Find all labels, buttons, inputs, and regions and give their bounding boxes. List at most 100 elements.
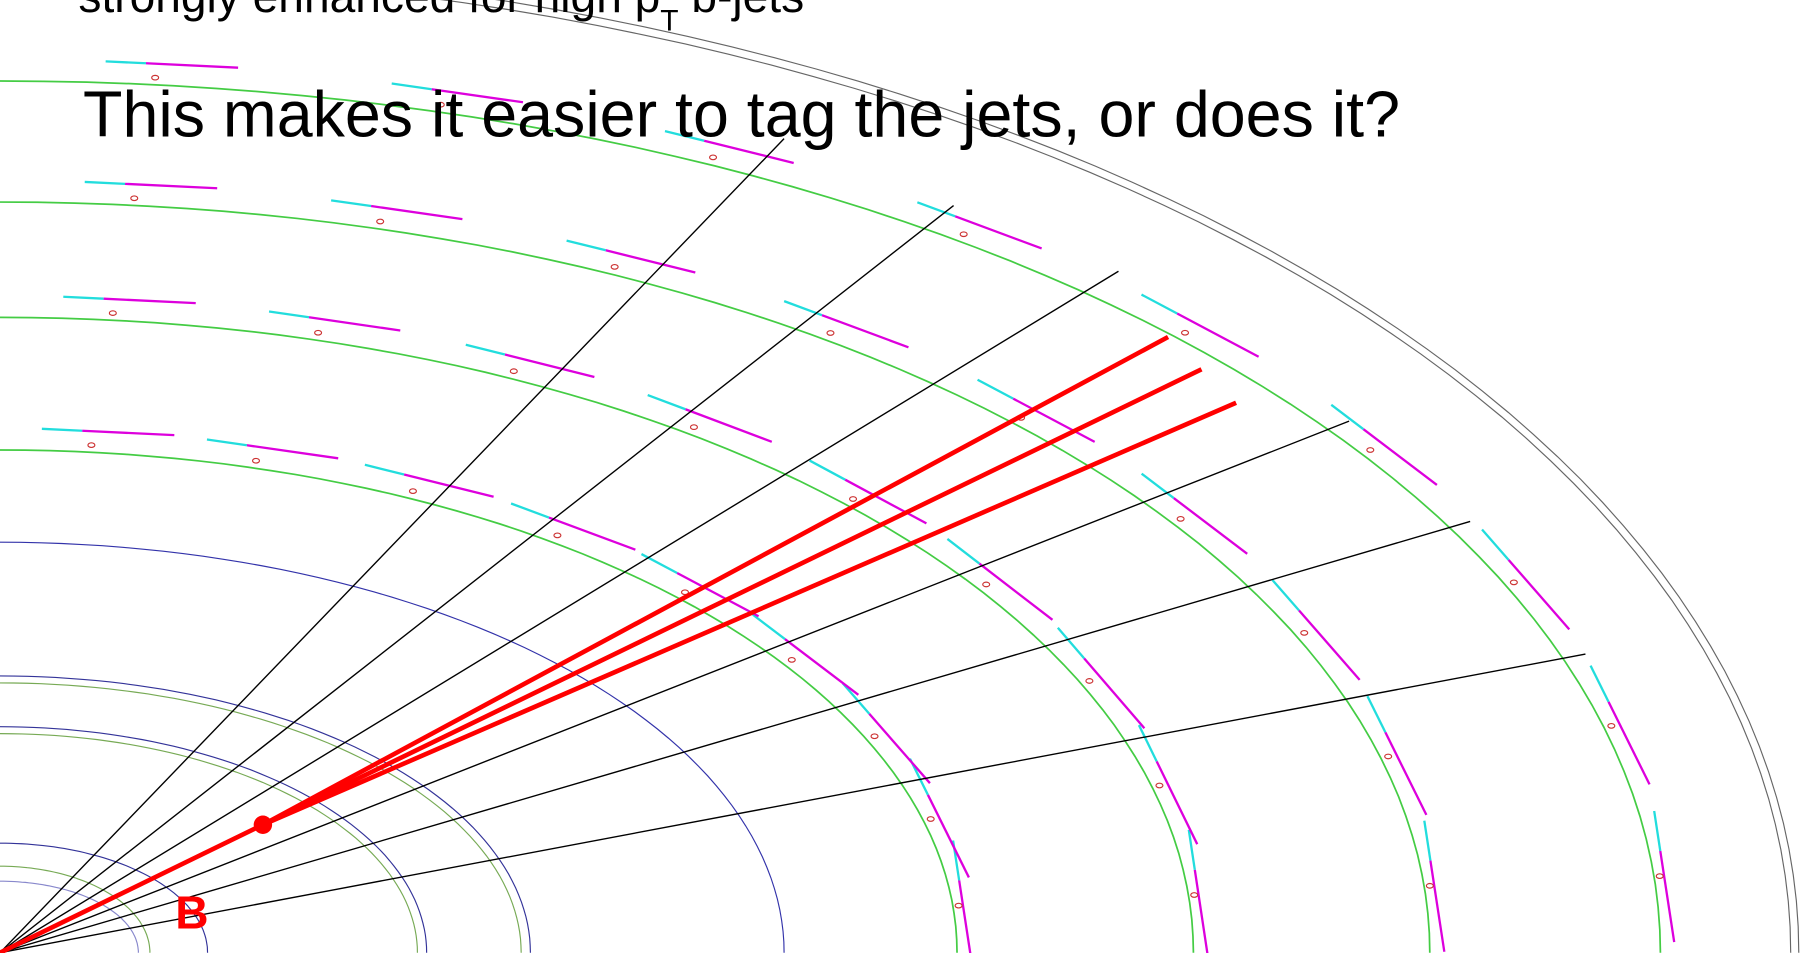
chamber-segment bbox=[1187, 829, 1196, 870]
tracker-layer bbox=[0, 675, 531, 953]
detector-layer bbox=[0, 449, 958, 953]
b-decay-track bbox=[261, 334, 1170, 827]
chamber-marker bbox=[1180, 329, 1190, 336]
chamber-segment bbox=[916, 201, 956, 218]
b-label: B bbox=[175, 887, 208, 939]
chamber-segment bbox=[841, 682, 871, 715]
previous-line-text: b-jets bbox=[679, 0, 805, 22]
chamber-marker bbox=[870, 733, 879, 740]
chamber-segment bbox=[566, 239, 607, 252]
chamber-segment bbox=[1137, 724, 1158, 762]
chamber-segment bbox=[868, 712, 931, 784]
chamber-segment bbox=[1173, 497, 1248, 555]
chamber-segment bbox=[1607, 701, 1651, 785]
chamber-marker bbox=[848, 496, 858, 502]
chamber-segment bbox=[1140, 293, 1178, 315]
b-decay-track bbox=[261, 367, 1203, 827]
chamber-marker bbox=[314, 329, 323, 336]
chamber-segment bbox=[844, 478, 927, 525]
detector-layer bbox=[0, 201, 1431, 953]
chamber-segment bbox=[1589, 665, 1610, 703]
chamber-segment bbox=[41, 427, 83, 432]
previous-line-text: strongly enhanced for high p bbox=[78, 0, 660, 22]
chamber-segment bbox=[510, 502, 550, 519]
chamber-segment bbox=[145, 62, 239, 69]
chamber-segment bbox=[504, 353, 595, 379]
chamber-segment bbox=[1271, 579, 1300, 612]
chamber-segment bbox=[82, 429, 175, 437]
chamber-marker bbox=[108, 310, 117, 316]
chamber-segment bbox=[1155, 760, 1199, 845]
chamber-segment bbox=[1507, 559, 1571, 631]
chamber-segment bbox=[63, 295, 104, 300]
jet-line bbox=[0, 204, 955, 953]
chamber-segment bbox=[431, 88, 524, 104]
chamber-marker bbox=[130, 195, 139, 202]
chamber-marker bbox=[1384, 753, 1393, 760]
chamber-segment bbox=[84, 180, 126, 186]
chamber-marker bbox=[610, 264, 619, 270]
chamber-segment bbox=[926, 794, 970, 878]
chamber-segment bbox=[946, 538, 981, 565]
tracker-layer bbox=[0, 865, 151, 953]
chamber-segment bbox=[246, 444, 339, 460]
chamber-segment bbox=[1298, 609, 1361, 681]
previous-line: strongly enhanced for high pT b-jets bbox=[78, 0, 804, 37]
chamber-segment bbox=[403, 473, 494, 498]
detector-layer bbox=[0, 80, 1662, 953]
chamber-marker bbox=[959, 231, 968, 238]
chamber-segment bbox=[1083, 657, 1146, 730]
chamber-segment bbox=[1429, 860, 1446, 952]
chamber-marker bbox=[1655, 873, 1664, 880]
chamber-segment bbox=[206, 438, 248, 447]
chamber-segment bbox=[124, 182, 218, 190]
chamber-marker bbox=[926, 816, 935, 822]
b-flight-line bbox=[0, 822, 264, 953]
chamber-segment bbox=[703, 139, 794, 165]
chamber-segment bbox=[1659, 850, 1676, 943]
chamber-segment bbox=[978, 562, 1054, 621]
chamber-segment bbox=[103, 297, 196, 305]
chamber-segment bbox=[1423, 820, 1432, 861]
beam-pipe bbox=[0, 880, 139, 953]
chamber-segment bbox=[676, 571, 760, 618]
chamber-marker bbox=[954, 902, 963, 909]
tracker-layer bbox=[0, 733, 418, 953]
chamber-marker bbox=[1366, 447, 1375, 453]
chamber-segment bbox=[370, 204, 463, 221]
chamber-marker bbox=[251, 457, 261, 464]
chamber-marker bbox=[1155, 782, 1164, 789]
jet-line bbox=[0, 138, 785, 953]
tracks: B bbox=[0, 138, 1586, 953]
chamber-segment bbox=[1362, 428, 1438, 486]
chamber-marker bbox=[151, 74, 160, 81]
chamber-segment bbox=[640, 553, 678, 575]
chamber-marker bbox=[826, 330, 835, 336]
chamber-segment bbox=[1012, 397, 1096, 443]
chamber-marker bbox=[709, 154, 718, 161]
chamber-marker bbox=[509, 368, 518, 375]
jet-line bbox=[0, 420, 1350, 953]
tracker-layer bbox=[0, 682, 522, 953]
chamber-marker bbox=[1425, 882, 1434, 889]
chamber-segment bbox=[1193, 869, 1209, 953]
chamber-segment bbox=[391, 82, 432, 91]
chamber-segment bbox=[1653, 810, 1662, 852]
tracker-layer bbox=[0, 842, 209, 953]
chamber-segment bbox=[1366, 695, 1387, 733]
chamber-segment bbox=[330, 199, 372, 208]
chamber-segment bbox=[268, 310, 310, 319]
chamber-segment bbox=[647, 393, 686, 411]
chamber-marker bbox=[1176, 515, 1185, 522]
jet-line bbox=[0, 270, 1119, 953]
chamber-segment bbox=[977, 378, 1014, 400]
chamber-marker bbox=[408, 488, 417, 494]
chamber-segment bbox=[954, 215, 1043, 250]
chamber-marker bbox=[689, 424, 698, 431]
chamber-segment bbox=[364, 463, 405, 476]
chamber-marker bbox=[376, 218, 385, 225]
